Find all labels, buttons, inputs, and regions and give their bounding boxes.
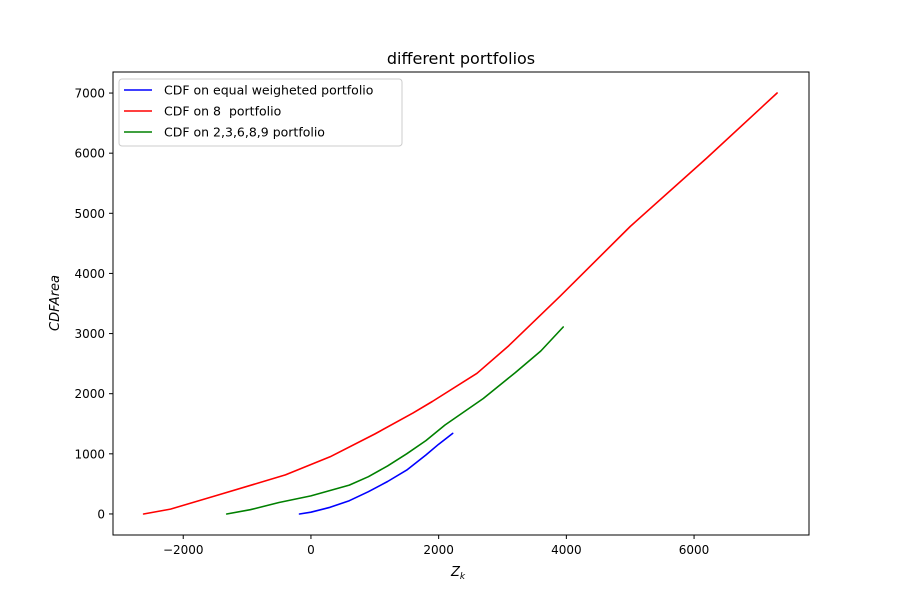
axes <box>112 71 810 536</box>
axes-frame <box>112 71 810 536</box>
y-axis-ticks: 0 1000 2000 3000 4000 5000 6000 7000 <box>74 87 113 521</box>
legend-box <box>118 78 403 147</box>
y-tick-label: 3000 <box>74 327 105 341</box>
series-line-3 <box>225 326 565 515</box>
x-axis-label-subscript: k <box>460 572 466 582</box>
legend: CDF on equal weigheted portfolio CDF on 8… <box>118 78 403 147</box>
y-tick-label: 7000 <box>74 87 105 101</box>
x-tick-label: 4000 <box>551 543 582 557</box>
x-axis-ticks: −2000 0 2000 4000 6000 <box>163 535 709 557</box>
x-axis-label-main: Z <box>450 565 461 580</box>
y-tick-label: 1000 <box>74 447 105 461</box>
x-tick-label: 0 <box>307 543 315 557</box>
series-line-1 <box>298 432 454 515</box>
y-tick-label: 6000 <box>74 147 105 161</box>
chart-title: different portfolios <box>387 49 535 68</box>
legend-label-1: CDF on equal weigheted portfolio <box>164 83 373 98</box>
x-axis-label: Zk <box>450 565 466 582</box>
series-line-2 <box>142 92 778 515</box>
plot-area <box>142 92 778 515</box>
x-tick-label: 6000 <box>679 543 710 557</box>
y-tick-label: 0 <box>97 507 105 521</box>
y-tick-label: 2000 <box>74 387 105 401</box>
x-tick-label: −2000 <box>163 543 204 557</box>
legend-label-2: CDF on 8 portfolio <box>164 104 281 119</box>
legend-label-3: CDF on 2,3,6,8,9 portfolio <box>164 125 325 140</box>
y-tick-label: 4000 <box>74 267 105 281</box>
y-axis-label: CDFArea <box>48 275 63 331</box>
y-tick-label: 5000 <box>74 207 105 221</box>
x-tick-label: 2000 <box>423 543 454 557</box>
